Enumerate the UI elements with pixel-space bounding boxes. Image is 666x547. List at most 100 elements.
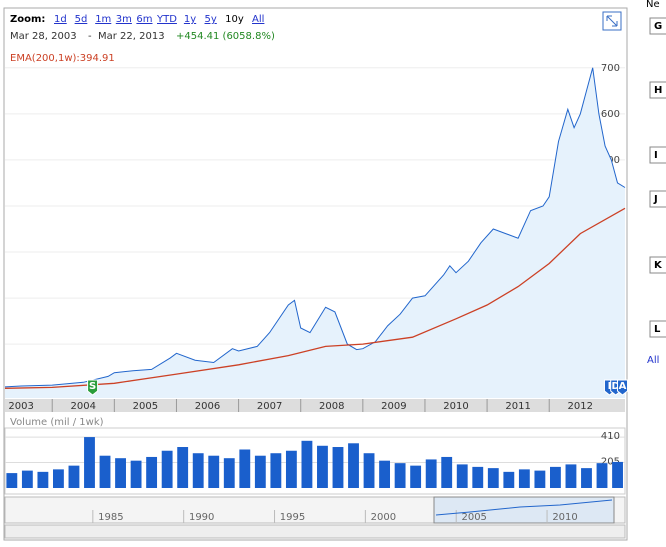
volume-bar: [21, 470, 33, 488]
volume-bar: [487, 468, 499, 488]
x-tick-label: 2006: [195, 401, 220, 412]
date-strip: [5, 399, 625, 412]
sidebar-box[interactable]: [649, 320, 666, 338]
volume-bar: [518, 469, 530, 488]
volume-bar: [53, 469, 64, 488]
sidebar-letter: J: [653, 194, 658, 205]
volume-tick-label: 410: [601, 431, 620, 442]
y-tick-label: 700: [601, 63, 620, 74]
volume-bar: [239, 449, 251, 488]
sidebar-letter: L: [654, 324, 661, 335]
sidebar-letter: I: [654, 150, 658, 161]
event-flag-label: D: [612, 381, 620, 392]
x-tick-label: 2008: [319, 401, 344, 412]
sidebar-box[interactable]: [649, 17, 666, 35]
navigator-line: [435, 499, 613, 516]
volume-bar: [534, 470, 546, 488]
zoom-option: 10y: [225, 14, 244, 25]
volume-bar: [394, 463, 406, 488]
volume-bar: [223, 458, 235, 488]
navigator-label: 1990: [189, 512, 214, 523]
sidebar-box[interactable]: [649, 146, 666, 164]
sidebar-letter: H: [654, 85, 662, 96]
volume-bar: [441, 456, 453, 488]
volume-bar: [146, 456, 158, 488]
volume-bar: [348, 443, 359, 488]
x-tick-label: 2003: [8, 401, 33, 412]
x-tick-label: 2007: [257, 401, 282, 412]
volume-bar: [596, 463, 608, 488]
volume-bar: [503, 471, 515, 488]
volume-bar: [410, 465, 422, 488]
volume-bar: [115, 458, 126, 488]
price-line: [4, 67, 626, 388]
sidebar-box[interactable]: [649, 81, 666, 99]
scrollbar[interactable]: [4, 524, 626, 539]
expand-icon: [606, 15, 618, 27]
zoom-option[interactable]: 1m: [95, 14, 111, 25]
navigator-label: 1995: [280, 512, 305, 523]
zoom-option[interactable]: 1d: [54, 14, 67, 25]
sidebar-box[interactable]: [649, 190, 666, 208]
sidebar-letter: G: [654, 21, 662, 32]
volume-bar: [549, 466, 561, 488]
x-tick-label: 2004: [71, 401, 96, 412]
sidebar-box[interactable]: [649, 256, 666, 274]
zoom-label: Zoom:: [10, 14, 45, 25]
volume-bar: [68, 465, 80, 488]
x-tick-label: 2009: [381, 401, 406, 412]
volume-bar: [270, 453, 282, 488]
event-flag[interactable]: [87, 379, 99, 396]
volume-bar: [84, 437, 95, 488]
volume-bar: [612, 461, 623, 488]
volume-bar: [177, 447, 189, 488]
navigator-window[interactable]: [433, 496, 615, 524]
volume-bar: [472, 466, 484, 488]
indicator-label: EMA(200,1w):394.91: [10, 53, 115, 64]
volume-bar: [581, 468, 592, 488]
date-from: Mar 28, 2003: [10, 31, 77, 42]
date-to: Mar 22, 2013: [98, 31, 165, 42]
zoom-option[interactable]: 5y: [205, 14, 217, 25]
volume-bar: [363, 453, 375, 488]
zoom-option[interactable]: YTD: [156, 14, 177, 25]
sidebar-link[interactable]: All: [647, 355, 659, 366]
x-tick-label: 2011: [505, 401, 530, 412]
volume-bar: [6, 473, 18, 488]
event-flag-label: I: [608, 381, 612, 392]
x-tick-label: 2010: [443, 401, 468, 412]
volume-bar: [456, 464, 468, 488]
volume-bar: [565, 464, 577, 488]
volume-bar: [37, 471, 49, 488]
volume-panel: [4, 427, 626, 495]
navigator-label: 2000: [371, 512, 396, 523]
zoom-option[interactable]: 6m: [136, 14, 152, 25]
price-area: [5, 67, 625, 399]
volume-bar: [332, 447, 344, 488]
sidebar-top: Ne: [646, 0, 660, 10]
volume-bar: [130, 460, 142, 488]
volume-bar: [161, 450, 173, 488]
navigator-label: 2005: [461, 512, 486, 523]
change: +454.41 (6058.8%): [176, 31, 275, 42]
y-tick-label: 600: [601, 109, 620, 120]
navigator-label: 2010: [552, 512, 577, 523]
sidebar-letter: K: [654, 260, 663, 271]
zoom-option[interactable]: 1y: [184, 14, 196, 25]
zoom-option[interactable]: All: [252, 14, 264, 25]
volume-bar: [317, 445, 328, 488]
event-flag-label: S: [89, 381, 96, 392]
volume-bar: [254, 455, 266, 488]
volume-bar: [192, 453, 204, 488]
volume-bar: [301, 440, 313, 488]
date-sep: -: [88, 31, 92, 42]
volume-bar: [379, 460, 391, 488]
zoom-option[interactable]: 5d: [75, 14, 88, 25]
volume-bar: [99, 455, 111, 488]
navigator-label: 1985: [98, 512, 123, 523]
volume-title: Volume (mil / 1wk): [10, 417, 104, 428]
zoom-option[interactable]: 3m: [116, 14, 132, 25]
event-flag[interactable]: [617, 379, 629, 396]
